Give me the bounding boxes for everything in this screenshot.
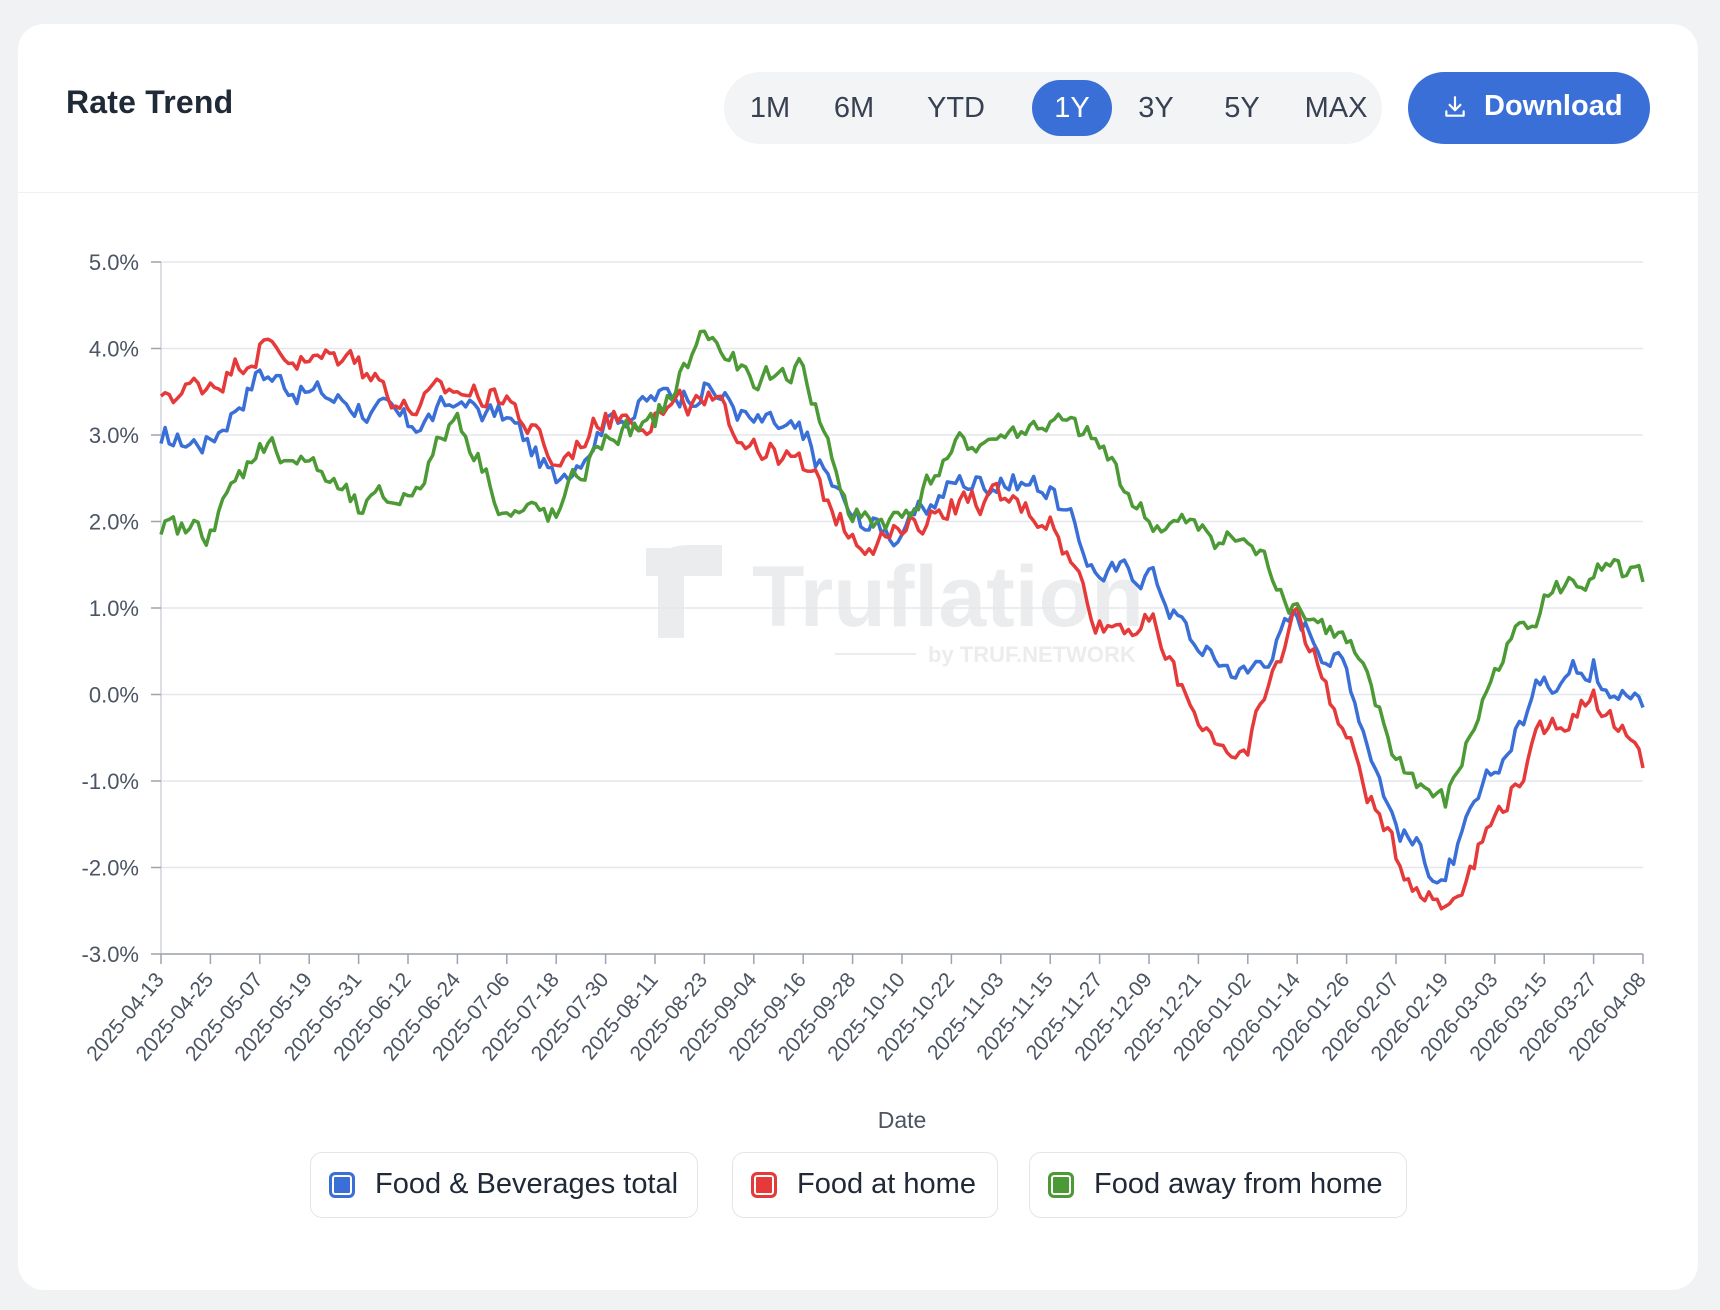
legend-item-food-away-from-home[interactable]: Food away from home — [1029, 1152, 1407, 1218]
truflation-watermark: Truflation by TRUF.NETWORK — [646, 545, 1144, 667]
y-tick-label: 4.0% — [89, 337, 139, 362]
legend-item-food-beverages-total[interactable]: Food & Beverages total — [310, 1152, 698, 1218]
x-axis-ticks: 2025-04-132025-04-252025-05-072025-05-19… — [82, 954, 1651, 1066]
y-tick-label: -2.0% — [82, 856, 139, 881]
range-1y-button[interactable]: 1Y — [1032, 80, 1112, 136]
card-title: Rate Trend — [66, 84, 234, 120]
chart-series — [159, 329, 1645, 911]
y-tick-label: -3.0% — [82, 942, 139, 967]
download-label: Download — [1484, 90, 1623, 122]
legend-label: Food away from home — [1094, 1168, 1383, 1200]
range-ytd-button[interactable]: YTD — [927, 92, 985, 124]
legend-item-food-at-home[interactable]: Food at home — [732, 1152, 998, 1218]
watermark-brand: Truflation — [752, 549, 1144, 645]
range-max-button[interactable]: MAX — [1304, 92, 1368, 124]
rate-trend-card: Rate Trend 1M 6M YTD 1Y 3Y 5Y MAX Downlo… — [18, 24, 1698, 1290]
y-tick-label: 0.0% — [89, 683, 139, 708]
x-axis-label: Date — [878, 1107, 927, 1133]
truflation-logo-icon — [646, 545, 722, 638]
range-3y-button[interactable]: 3Y — [1138, 92, 1174, 124]
legend-label: Food & Beverages total — [375, 1168, 679, 1200]
y-axis-ticks: 5.0% 4.0% 3.0% 2.0% 1.0% 0.0% -1.0% -2.0% -3.0% — [82, 250, 161, 967]
range-5y-button[interactable]: 5Y — [1224, 92, 1260, 124]
download-icon — [1445, 96, 1465, 117]
y-tick-label: 3.0% — [89, 423, 139, 448]
y-tick-label: -1.0% — [82, 769, 139, 794]
legend-label: Food at home — [797, 1168, 976, 1200]
range-6m-button[interactable]: 6M — [833, 92, 875, 124]
y-tick-label: 5.0% — [89, 250, 139, 275]
card-header: Rate Trend 1M 6M YTD 1Y 3Y 5Y MAX Downlo… — [18, 24, 1698, 193]
y-tick-label: 2.0% — [89, 510, 139, 535]
range-selector: 1M 6M YTD 1Y 3Y 5Y MAX — [724, 72, 1382, 144]
y-tick-label: 1.0% — [89, 596, 139, 621]
legend-swatch-blue — [329, 1172, 355, 1198]
download-button[interactable]: Download — [1408, 72, 1650, 144]
range-1m-button[interactable]: 1M — [749, 92, 791, 124]
legend-swatch-green — [1048, 1172, 1074, 1198]
watermark-tagline: by TRUF.NETWORK — [928, 642, 1136, 667]
legend-swatch-red — [751, 1172, 777, 1198]
